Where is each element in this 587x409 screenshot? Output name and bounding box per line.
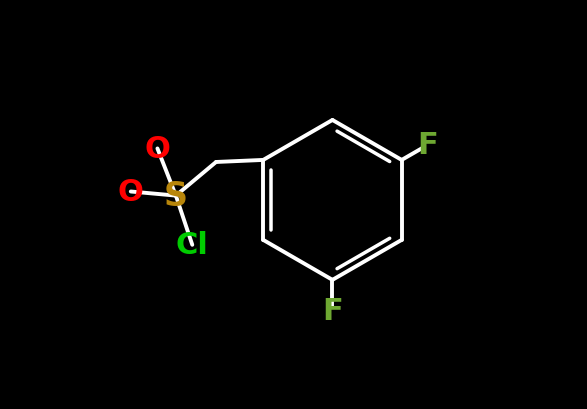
Text: O: O (144, 135, 170, 164)
Text: F: F (322, 296, 343, 325)
Text: F: F (417, 131, 438, 160)
Text: O: O (118, 178, 144, 207)
Text: Cl: Cl (176, 231, 209, 260)
Text: S: S (164, 180, 188, 213)
